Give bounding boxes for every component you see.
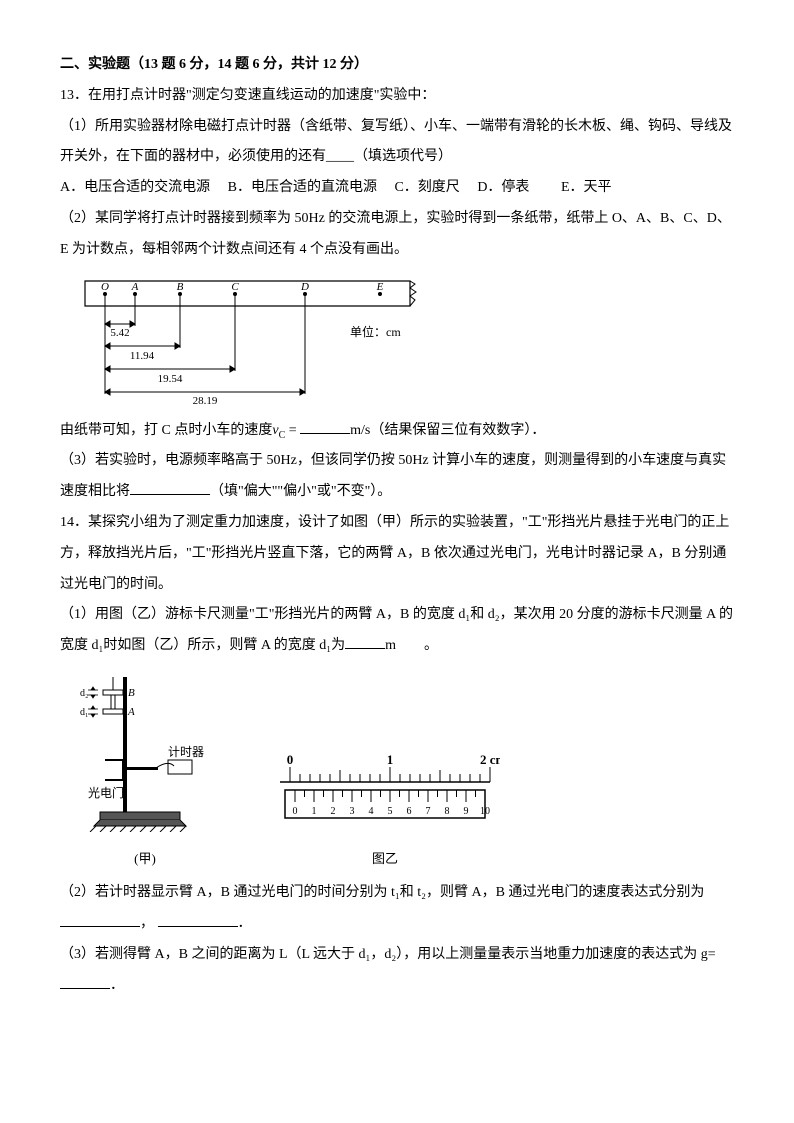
svg-text:0: 0 — [287, 752, 294, 767]
q14-stem: 14．某探究小组为了测定重力加速度，设计了如图（甲）所示的实验装置，"工"形挡光… — [60, 508, 734, 600]
svg-text:E: E — [376, 281, 384, 293]
svg-text:0: 0 — [293, 806, 298, 817]
q14-p3: （3）若测得臂 A，B 之间的距离为 L（L 远大于 d₁，d₂），用以上测量量… — [60, 940, 734, 1002]
val-11.94: 11.94 — [130, 350, 155, 362]
svg-text:9: 9 — [464, 806, 469, 817]
section-header: 二、实验题（13 题 6 分，14 题 6 分，共计 12 分） — [60, 50, 734, 81]
blank-compare[interactable] — [130, 480, 210, 495]
svg-text:8: 8 — [445, 806, 450, 817]
val-28.19: 28.19 — [193, 395, 218, 406]
q14-p2: （2）若计时器显示臂 A，B 通过光电门的时间分别为 t₁和 t₂，则臂 A，B… — [60, 878, 734, 909]
svg-text:A: A — [127, 706, 135, 718]
tape-figure: O A B C D E 5.42 11.94 19.54 28.19 单位：cm — [80, 276, 734, 406]
svg-text:3: 3 — [350, 806, 355, 817]
q13-after-fig: 由纸带可知，打 C 点时小车的速度vC = m/s（结果保留三位有效数字）． — [60, 416, 734, 447]
blank-vA[interactable] — [60, 912, 140, 927]
svg-text:1: 1 — [387, 752, 394, 767]
svg-text:6: 6 — [407, 806, 412, 817]
svg-text:D: D — [300, 281, 309, 293]
blank-vB[interactable] — [158, 912, 238, 927]
svg-text:d₂: d₂ — [80, 688, 89, 699]
fig-yi: 0 1 2 cm — [270, 752, 500, 873]
opt-c: C．刻度尺 — [394, 180, 459, 195]
svg-text:A: A — [131, 281, 139, 293]
svg-text:1: 1 — [312, 806, 317, 817]
svg-text:4: 4 — [369, 806, 374, 817]
svg-text:O: O — [101, 281, 109, 293]
svg-text:光电门: 光电门 — [88, 785, 124, 800]
opt-a: A．电压合适的交流电源 — [60, 180, 210, 195]
blank-d1[interactable] — [345, 634, 385, 649]
svg-text:C: C — [231, 281, 239, 293]
svg-text:10: 10 — [480, 806, 490, 817]
blank-g[interactable] — [60, 974, 110, 989]
q14-figures: d₂ d₁ B A 光电门 计时器 (甲) — [80, 672, 734, 873]
q13-stem: 13．在用打点计时器"测定匀变速直线运动的加速度"实验中： — [60, 81, 734, 112]
q14-p2-blanks: ， ． — [60, 909, 734, 940]
svg-text:d₁: d₁ — [80, 707, 89, 718]
svg-text:7: 7 — [426, 806, 431, 817]
q13-p3: （3）若实验时，电源频率略高于 50Hz，但该同学仍按 50Hz 计算小车的速度… — [60, 446, 734, 508]
opt-e: E．天平 — [561, 180, 612, 195]
svg-text:B: B — [177, 281, 184, 293]
svg-text:2 cm: 2 cm — [480, 752, 500, 767]
q13-p1: （1）所用实验器材除电磁打点计时器（含纸带、复写纸）、小车、一端带有滑轮的长木板… — [60, 112, 734, 174]
svg-text:5: 5 — [388, 806, 393, 817]
caption-yi: 图乙 — [270, 845, 500, 874]
opt-b: B．电压合适的直流电源 — [228, 180, 377, 195]
opt-d: D．停表 — [477, 180, 529, 195]
val-5.42: 5.42 — [110, 327, 129, 339]
svg-text:2: 2 — [331, 806, 336, 817]
svg-text:计时器: 计时器 — [168, 745, 204, 759]
q14-p1: （1）用图（乙）游标卡尺测量"工"形挡光片的两臂 A，B 的宽度 d₁和 d₂，… — [60, 600, 734, 662]
q13-p2: （2）某同学将打点计时器接到频率为 50Hz 的交流电源上，实验时得到一条纸带，… — [60, 204, 734, 266]
tape-unit: 单位：cm — [350, 324, 401, 339]
q13-options: A．电压合适的交流电源 B．电压合适的直流电源 C．刻度尺 D．停表 E．天平 — [60, 173, 734, 204]
blank-vc[interactable] — [300, 419, 350, 434]
svg-text:B: B — [128, 687, 135, 699]
caption-jia: (甲) — [80, 845, 210, 874]
val-19.54: 19.54 — [158, 373, 183, 385]
fig-jia: d₂ d₁ B A 光电门 计时器 (甲) — [80, 672, 210, 873]
